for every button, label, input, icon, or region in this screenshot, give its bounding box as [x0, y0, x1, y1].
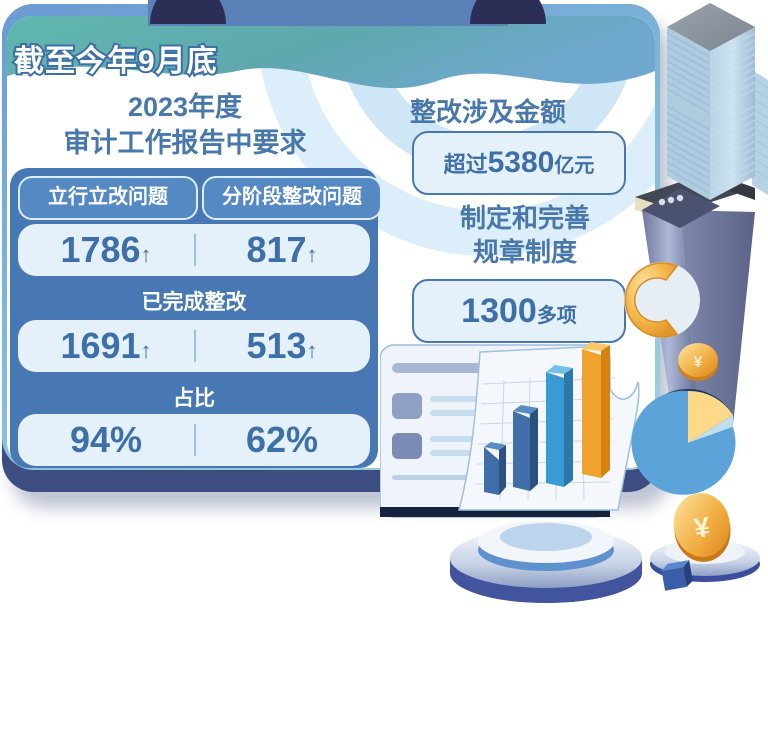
svg-text:¥: ¥: [694, 354, 703, 371]
